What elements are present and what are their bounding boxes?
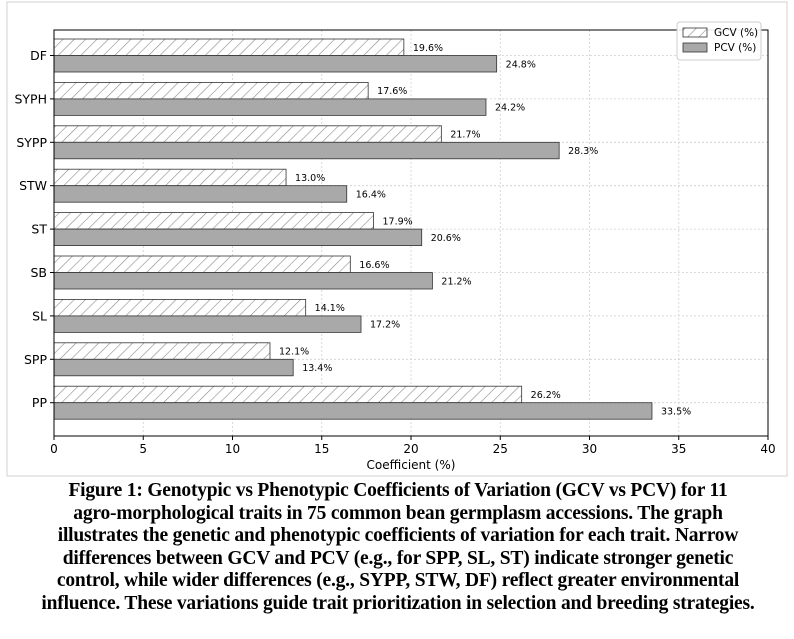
x-tick-label: 20: [403, 442, 418, 456]
pcv-value-label: 16.4%: [356, 189, 386, 200]
caption-line: differences between GCV and PCV (e.g., f…: [62, 547, 734, 569]
pcv-bar-spp: [53, 358, 294, 377]
gcv-value-label: 19.6%: [413, 43, 443, 54]
gcv-bar-stw: [53, 168, 287, 187]
data-labels: 19.6% 24.8% 17.6% 24.2% 21.7% 28.3% 13.0% 16.4%…: [279, 43, 691, 418]
gcv-bar-pp: [53, 385, 523, 404]
x-tick-label: 15: [314, 442, 329, 456]
figure-border: [6, 1, 788, 477]
gcv-bar-syph: [53, 82, 369, 100]
y-tick-label: PP: [32, 395, 48, 410]
pcv-bar-sb: [53, 272, 433, 290]
gcv-value-label: 17.6%: [377, 86, 407, 97]
gcv-value-label: 26.2%: [531, 390, 561, 401]
x-tick-label: 30: [582, 442, 597, 456]
pcv-bar-st: [53, 228, 423, 247]
pcv-bar-sl: [53, 315, 362, 333]
pcv-value-label: 20.6%: [431, 233, 461, 244]
gcv-bar-st: [53, 212, 374, 230]
gcv-bar-spp: [53, 342, 271, 360]
pcv-bar-pp: [53, 402, 653, 420]
pcv-value-label: 28.3%: [568, 146, 598, 157]
gcv-value-label: 12.1%: [279, 347, 309, 358]
x-tick-label: 35: [671, 442, 686, 456]
gcv-bar-sb: [53, 255, 351, 273]
y-tick-label: SYPH: [14, 91, 47, 106]
legend-swatch: [682, 42, 708, 53]
gcv-value-label: 14.1%: [315, 303, 345, 314]
y-tick-label: SB: [30, 265, 47, 280]
x-tick-label: 25: [493, 442, 508, 456]
x-axis-label: Coefficient (%): [367, 458, 456, 472]
y-tick-label: SYPP: [16, 135, 47, 150]
caption-line: influence. These variations guide trait …: [41, 592, 755, 614]
pcv-bar-stw: [53, 185, 348, 203]
gcv-value-label: 17.9%: [383, 216, 413, 227]
bar-chart: 19.6% 24.8% 17.6% 24.2% 21.7% 28.3% 13.0% 16.4%…: [6, 1, 788, 477]
x-tick-label: 40: [760, 442, 775, 456]
axes: 0 5 10 15 20 25 30 35 40 DF SYPH SYPP STW ST SB SL SPP PP: [14, 48, 775, 456]
gcv-bar-sypp: [53, 125, 442, 143]
gcv-value-label: 16.6%: [359, 260, 389, 271]
legend-label: GCV (%): [714, 27, 758, 39]
legend-swatch: [682, 27, 708, 38]
x-tick-label: 10: [225, 442, 240, 456]
pcv-bar-syph: [53, 98, 487, 116]
caption-line: control, while wider differences (e.g., …: [56, 570, 740, 591]
pcv-value-label: 17.2%: [370, 320, 400, 331]
pcv-bar-sypp: [53, 141, 560, 160]
x-tick-label: 0: [50, 442, 58, 456]
figure-caption: Figure 1: Genotypic vs Phenotypic Coeffi…: [6, 480, 790, 615]
y-tick-label: SPP: [24, 352, 47, 367]
gcv-value-label: 13.0%: [295, 173, 325, 184]
pcv-bar-df: [53, 55, 498, 73]
pcv-value-label: 24.8%: [506, 59, 536, 70]
chart-area: 19.6% 24.8% 17.6% 24.2% 21.7% 28.3% 13.0% 16.4%…: [6, 1, 788, 477]
caption-line: illustrates the genetic and phenotypic c…: [57, 525, 739, 546]
y-tick-label: SL: [32, 308, 47, 323]
caption-line: agro-morphological traits in 75 common b…: [73, 502, 723, 524]
gcv-bar-df: [53, 38, 405, 56]
gcv-value-label: 21.7%: [450, 130, 480, 141]
bars: [53, 38, 653, 420]
pcv-value-label: 21.2%: [441, 276, 471, 287]
y-tick-label: STW: [19, 178, 47, 193]
y-tick-label: DF: [30, 48, 47, 63]
pcv-value-label: 33.5%: [661, 406, 691, 417]
caption-line: Figure 1: Genotypic vs Phenotypic Coeffi…: [68, 480, 728, 501]
pcv-value-label: 24.2%: [495, 103, 525, 114]
pcv-value-label: 13.4%: [302, 363, 332, 374]
legend: GCV (%) PCV (%): [676, 21, 762, 61]
legend-label: PCV (%): [714, 42, 756, 54]
x-tick-label: 5: [139, 442, 147, 456]
y-tick-label: ST: [31, 222, 47, 237]
gcv-bar-sl: [53, 298, 307, 317]
